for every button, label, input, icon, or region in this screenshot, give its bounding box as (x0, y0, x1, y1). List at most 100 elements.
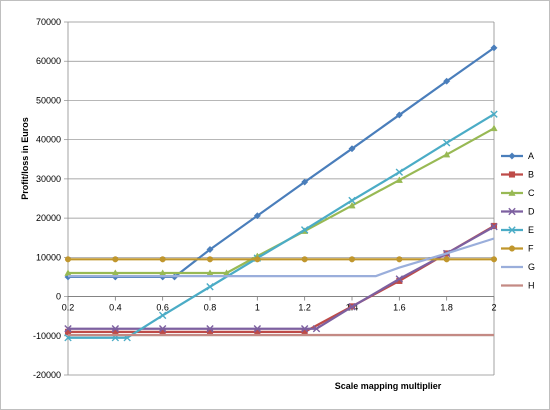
data-point-circle (206, 256, 214, 263)
series-line-e (68, 113, 495, 339)
series-f (64, 256, 498, 263)
data-point-x-stroke (508, 226, 516, 234)
data-point-x (490, 110, 498, 118)
data-point-diamond (348, 145, 356, 153)
y-tick-label: 20000 (36, 213, 61, 223)
data-point-x-stroke (395, 275, 404, 283)
legend-label: H (528, 281, 535, 291)
legend-label: E (528, 225, 534, 235)
series-line-b (68, 225, 495, 333)
y-tick-label: 40000 (36, 135, 61, 145)
y-tick-label: 60000 (36, 56, 61, 66)
y-tick-label: 50000 (36, 95, 61, 105)
data-point-diamond (301, 178, 309, 186)
data-point-x (206, 325, 214, 333)
data-point-x (158, 311, 167, 320)
data-point-circle (254, 256, 261, 263)
y-tick-label: -20000 (33, 370, 61, 380)
data-point-x-stroke (348, 303, 356, 311)
legend-label: A (528, 151, 534, 161)
data-point-x-stroke (508, 207, 516, 216)
data-point-x (158, 325, 167, 333)
data-point-x (300, 226, 309, 234)
data-point-x-stroke (253, 325, 262, 333)
data-point-x (253, 325, 262, 333)
y-tick-label: 30000 (36, 174, 61, 184)
legend-label: F (528, 244, 534, 254)
legend-label: B (528, 170, 534, 180)
data-point-x (442, 139, 451, 147)
x-tick-label: 1.8 (440, 303, 453, 313)
data-point-x (312, 325, 321, 333)
data-point-diamond (206, 245, 214, 254)
data-point-x (508, 207, 516, 216)
data-point-circle (64, 256, 72, 263)
x-tick-label: 0.6 (156, 303, 169, 313)
series-line-c (68, 127, 495, 275)
data-point-x-stroke (312, 325, 321, 333)
y-tick-label: 70000 (36, 17, 61, 27)
legend-item-f: F (501, 244, 534, 254)
x-tick-label: 1.6 (393, 303, 406, 313)
x-tick-label: 0.2 (62, 303, 75, 313)
series-lines (64, 44, 498, 342)
data-point-diamond (490, 44, 498, 52)
data-point-x (348, 196, 356, 205)
legend-item-e: E (501, 225, 534, 235)
x-tick-label: 1 (255, 303, 260, 313)
data-point-circle (508, 245, 516, 252)
series-e (64, 110, 498, 342)
data-point-x-stroke (348, 196, 356, 205)
y-tick-label: -10000 (33, 331, 61, 341)
legend-item-g: G (501, 262, 535, 272)
legend-label: G (528, 262, 535, 272)
axes: -20000 -10000 0 10000 20000 30000 40000 50000 60… (33, 17, 497, 380)
x-tick-label: 1.2 (298, 303, 311, 313)
data-point-x-stroke (158, 325, 167, 333)
data-point-circle (396, 256, 403, 263)
series-g (68, 237, 495, 278)
data-point-x-stroke (300, 325, 309, 333)
data-point-x-stroke (206, 283, 214, 291)
data-point-x (64, 325, 72, 333)
x-axis-title: Scale mapping multiplier (335, 381, 442, 391)
data-point-x-stroke (300, 226, 309, 234)
x-tick-label: 0.4 (109, 303, 122, 313)
y-tick-label: 10000 (36, 252, 61, 262)
data-point-x (490, 223, 498, 231)
data-point-x (395, 168, 404, 176)
data-point-diamond (508, 152, 516, 160)
data-point-circle (443, 256, 450, 263)
data-point-triangle (508, 189, 516, 196)
legend-item-c: C (501, 188, 535, 198)
series-c (64, 124, 498, 276)
series-line-g (68, 237, 495, 278)
legend-label: C (528, 188, 535, 198)
x-tick-label: 0.8 (204, 303, 217, 313)
data-point-diamond (443, 77, 451, 85)
legend-label: D (528, 207, 535, 217)
y-tick-label: 0 (56, 292, 61, 302)
data-point-triangle (490, 124, 498, 132)
data-point-x (111, 325, 120, 333)
data-point-x (206, 283, 214, 291)
data-point-triangle (443, 150, 451, 158)
y-axis-title: Profit/loss in Euros (20, 117, 30, 200)
series-b (64, 222, 498, 335)
data-point-x-stroke (395, 168, 404, 176)
data-point-x-stroke (206, 325, 214, 333)
data-point-x-stroke (111, 325, 120, 333)
legend-item-a: A (501, 151, 534, 161)
data-point-x-stroke (64, 325, 72, 333)
data-point-x (300, 325, 309, 333)
data-point-x (508, 226, 516, 234)
data-point-square (508, 171, 516, 178)
data-point-x-stroke (490, 110, 498, 118)
data-point-diamond (253, 212, 261, 220)
data-point-circle (348, 256, 356, 263)
data-point-triangle (348, 201, 356, 209)
data-point-circle (490, 256, 498, 263)
